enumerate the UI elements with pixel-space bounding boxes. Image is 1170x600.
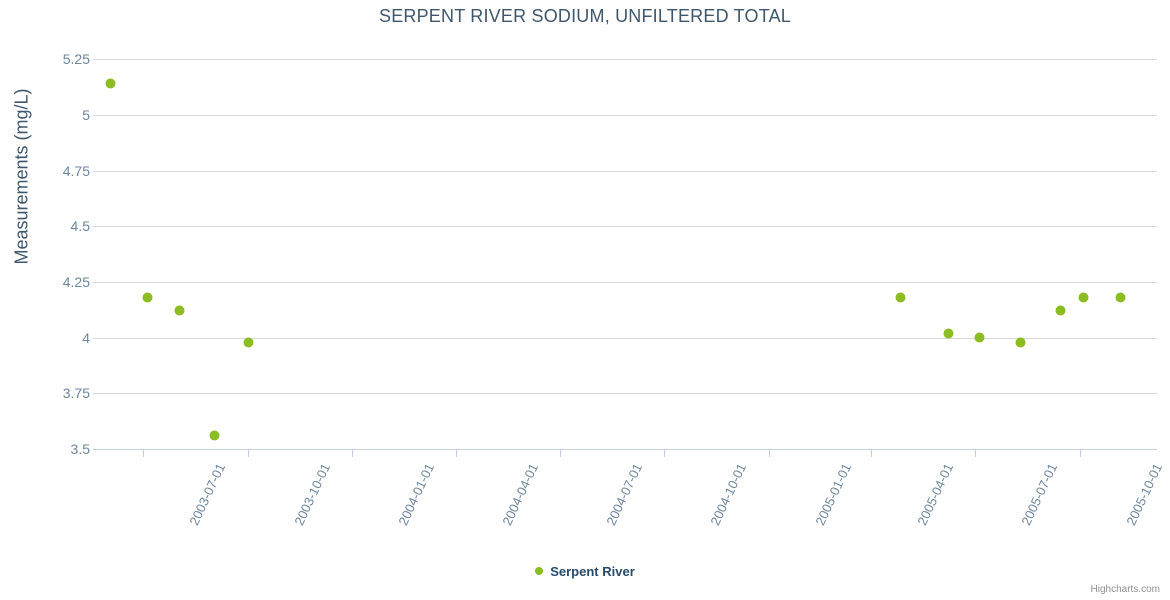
data-point[interactable]: [210, 431, 220, 441]
gridline: [93, 393, 1157, 395]
data-point[interactable]: [974, 333, 984, 343]
legend-item[interactable]: Serpent River: [535, 564, 635, 579]
x-axis-tick-label: 2004-01-01: [395, 461, 438, 528]
legend-marker-icon: [535, 567, 544, 575]
y-axis-tick-label: 4.5: [70, 218, 90, 235]
data-point[interactable]: [244, 337, 254, 347]
y-axis-tick-label: 5.25: [62, 51, 90, 68]
data-point[interactable]: [1055, 306, 1065, 316]
data-point[interactable]: [143, 293, 153, 302]
gridline: [93, 337, 1157, 339]
data-point[interactable]: [1015, 337, 1025, 347]
x-axis-tick-label: 2003-07-01: [186, 461, 229, 528]
x-axis-tick-label: 2005-04-01: [914, 461, 957, 528]
x-axis-tick-label: 2004-10-01: [707, 461, 750, 528]
x-axis-tick-label: 2005-01-01: [812, 461, 855, 528]
x-axis-tick: [247, 449, 249, 457]
x-axis-tick: [559, 449, 561, 457]
gridline: [93, 114, 1157, 116]
x-axis-tick-label: 2005-07-01: [1018, 461, 1061, 528]
data-point[interactable]: [1078, 293, 1088, 302]
data-point[interactable]: [174, 306, 184, 316]
chart-legend: Serpent River: [0, 562, 1170, 580]
gridline: [93, 281, 1157, 283]
gridline: [93, 226, 1157, 228]
x-axis-tick: [768, 449, 770, 457]
x-axis-tick: [143, 449, 145, 457]
y-axis-tick-label: 4.25: [62, 273, 90, 290]
x-axis-tick: [456, 449, 457, 457]
y-axis-tick-label: 4.75: [62, 162, 90, 179]
plot-area: [93, 48, 1157, 450]
data-point[interactable]: [105, 79, 115, 89]
y-axis-tick-label: 5: [82, 106, 90, 123]
x-axis-tick-label: 2004-07-01: [602, 461, 645, 528]
data-point[interactable]: [896, 293, 906, 302]
x-axis-tick-label: 2003-10-01: [291, 461, 333, 528]
y-axis-tick-label: 4: [82, 329, 90, 346]
data-point[interactable]: [1116, 293, 1126, 302]
highcharts-credits[interactable]: Highcharts.com: [1090, 584, 1160, 595]
chart-title: SERPENT RIVER SODIUM, UNFILTERED TOTAL: [378, 6, 791, 26]
x-axis-tick-label: 2004-04-01: [499, 461, 542, 528]
x-axis-tick: [974, 449, 976, 457]
x-axis-tick: [664, 449, 666, 457]
y-axis-tick-label: 3.5: [70, 441, 90, 457]
x-axis-line: [93, 449, 1157, 450]
data-point[interactable]: [944, 328, 954, 338]
x-axis-tick: [871, 449, 873, 457]
y-axis-tick-label: 3.75: [62, 385, 90, 402]
x-axis-tick: [1079, 449, 1081, 457]
gridline: [93, 59, 1157, 61]
x-axis-tick-label: 2005-10-01: [1123, 461, 1165, 528]
legend-item-label: Serpent River: [550, 563, 635, 579]
gridline: [93, 170, 1157, 172]
x-axis-tick: [352, 449, 354, 457]
